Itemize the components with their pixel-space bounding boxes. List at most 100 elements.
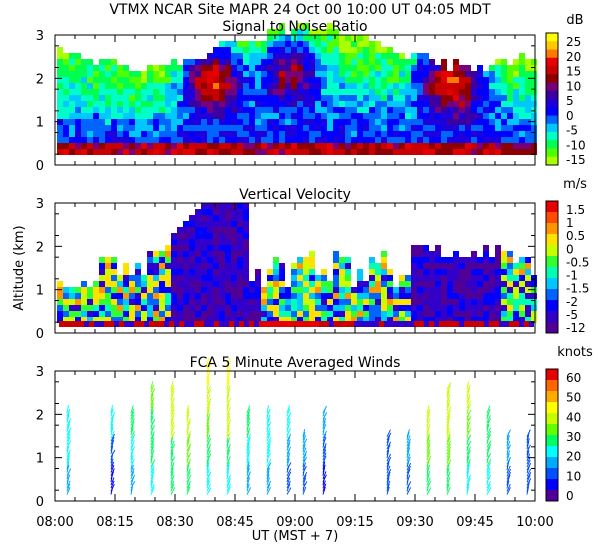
snr-cell (207, 59, 213, 65)
vv-cell (381, 269, 387, 275)
snr-cell (513, 95, 519, 101)
snr-cell (345, 83, 351, 89)
vv-surface-cell (99, 321, 104, 327)
wind-barb (406, 435, 411, 444)
vv-cell (243, 257, 249, 263)
vv-cell (201, 287, 207, 293)
y-tick-label: 3 (36, 197, 44, 212)
snr-cell (435, 137, 441, 143)
snr-cell (75, 119, 81, 125)
wind-barb (266, 414, 271, 423)
colorbar-swatch (546, 424, 558, 436)
snr-cell (471, 137, 477, 143)
snr-cell (495, 65, 501, 71)
snr-cell (171, 149, 177, 155)
vv-surface-cell (374, 321, 379, 327)
snr-cell (297, 101, 303, 107)
colorbar-label: -5 (566, 308, 578, 322)
snr-cell (489, 143, 495, 149)
snr-cell (201, 137, 207, 143)
snr-cell (465, 149, 471, 155)
snr-cell (375, 59, 381, 65)
wind-barb (526, 450, 530, 459)
wind-barb (110, 468, 115, 476)
snr-cell (453, 131, 459, 137)
vv-cell (489, 257, 495, 263)
vv-cell (375, 293, 381, 299)
snr-cell (231, 71, 237, 77)
snr-cell (477, 113, 483, 119)
snr-cell (261, 119, 267, 125)
snr-cell (351, 47, 357, 53)
vv-cell (477, 263, 483, 269)
snr-cell (483, 89, 489, 95)
snr-cell (63, 95, 69, 101)
vv-cell (99, 317, 105, 323)
vv-cell (171, 245, 177, 251)
snr-cell (243, 53, 249, 59)
snr-cell (303, 47, 309, 53)
snr-cell (219, 113, 225, 119)
vv-cell (159, 263, 165, 269)
vv-cell (321, 269, 327, 275)
wind-barb (302, 472, 308, 480)
wind-barb (426, 487, 432, 495)
snr-cell (369, 107, 375, 113)
vv-surface-cell (159, 321, 164, 327)
snr-cell (345, 113, 351, 119)
snr-cell (501, 125, 507, 131)
vv-cell (333, 311, 339, 317)
snr-cell (339, 35, 345, 41)
wind-barb (130, 411, 135, 420)
vv-cell (111, 317, 117, 323)
snr-cell (273, 131, 279, 137)
vv-cell (87, 311, 93, 317)
vv-surface-cell (314, 321, 319, 327)
snr-cell (435, 71, 441, 77)
snr-cell (273, 35, 279, 41)
snr-cell (225, 89, 231, 95)
snr-cell (171, 101, 177, 107)
snr-cell (453, 83, 459, 89)
snr-cell (153, 71, 159, 77)
snr-cell (69, 101, 75, 107)
snr-cell (87, 59, 93, 65)
wind-barb (150, 455, 153, 464)
vv-cell (489, 299, 495, 305)
wind-barb (186, 483, 191, 492)
vv-cell (147, 263, 153, 269)
snr-cell (345, 125, 351, 131)
snr-cell (201, 107, 207, 113)
snr-cell (369, 89, 375, 95)
snr-cell (429, 125, 435, 131)
wind-barb (302, 477, 307, 486)
vv-cell (459, 317, 465, 323)
snr-cell (285, 149, 291, 155)
wind-barb (486, 446, 491, 455)
vv-cell (171, 293, 177, 299)
wind-barb (526, 459, 531, 468)
vv-cell (231, 281, 237, 287)
snr-cell (249, 101, 255, 107)
snr-cell (183, 59, 189, 65)
vv-cell (345, 293, 351, 299)
snr-cell (219, 65, 225, 71)
snr-cell (381, 59, 387, 65)
snr-cell (417, 83, 423, 89)
vv-cell (147, 317, 153, 323)
vv-cell (273, 317, 279, 323)
snr-cell (165, 113, 171, 119)
snr-cell (369, 83, 375, 89)
snr-cell (363, 35, 369, 41)
vv-cell (333, 299, 339, 305)
snr-cell (345, 89, 351, 95)
snr-cell (75, 137, 81, 143)
vv-cell (201, 257, 207, 263)
snr-cell (279, 125, 285, 131)
vv-cell (507, 293, 513, 299)
snr-cell (267, 59, 273, 65)
snr-cell (171, 83, 177, 89)
snr-cell (297, 131, 303, 137)
snr-cell (483, 107, 489, 113)
y-tick-label: 2 (36, 72, 44, 87)
